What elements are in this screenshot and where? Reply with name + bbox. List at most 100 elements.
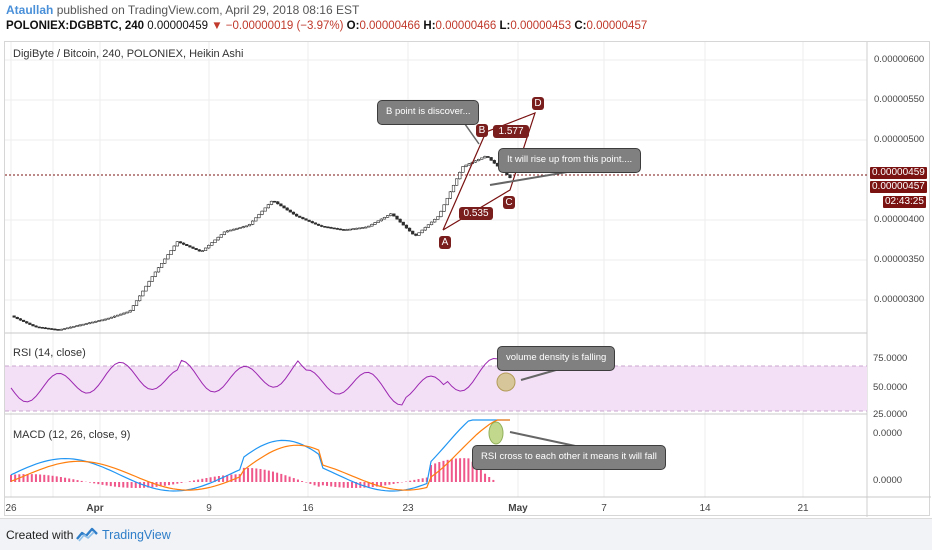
candle-body <box>200 250 205 252</box>
candle-body <box>429 221 434 226</box>
candle-body <box>144 285 148 292</box>
histogram-bar <box>76 480 79 482</box>
point-a-label: A <box>439 236 451 249</box>
candle-body <box>75 325 79 327</box>
candle-body <box>260 210 264 215</box>
candle-body <box>294 213 299 217</box>
tradingview-logo-icon[interactable] <box>76 527 98 543</box>
candle-body <box>266 204 270 209</box>
histogram-bar <box>396 482 399 484</box>
candle-body <box>420 229 424 234</box>
rsi-callout-pointer <box>509 431 581 448</box>
rise-callout[interactable]: It will rise up from this point.... <box>498 148 642 173</box>
candle-body <box>464 164 468 167</box>
macd-histogram <box>10 458 495 488</box>
candle-body <box>229 229 233 232</box>
high-label: H: <box>423 20 436 32</box>
histogram-bar <box>438 462 441 482</box>
candle-body <box>251 220 255 225</box>
histogram-bar <box>309 482 312 484</box>
histogram-bar <box>26 474 29 482</box>
candle-body <box>480 157 484 160</box>
candle-body <box>269 200 274 205</box>
candle-body <box>12 315 16 318</box>
candle-body <box>188 245 192 248</box>
histogram-bar <box>109 482 112 487</box>
candle-body <box>18 318 23 321</box>
rsi-tick: 75.0000 <box>873 353 908 364</box>
candle-body <box>125 311 129 314</box>
candle-body <box>172 245 176 251</box>
candle-body <box>348 228 352 231</box>
candle-body <box>276 201 280 205</box>
histogram-bar <box>317 482 320 487</box>
histogram-bar <box>284 475 287 482</box>
histogram-bar <box>151 482 154 488</box>
footer: Created with TradingView <box>0 518 932 550</box>
candle-body <box>448 191 452 199</box>
candle-body <box>313 222 318 225</box>
created-with-text: Created with <box>6 528 74 542</box>
candle-body <box>94 321 98 323</box>
candle-body <box>439 210 443 217</box>
histogram-bar <box>475 466 478 482</box>
candle-body <box>357 227 361 230</box>
histogram-bar <box>89 482 92 483</box>
candle-body <box>65 327 70 330</box>
histogram-bar <box>367 482 370 488</box>
candle-body <box>489 157 493 161</box>
histogram-bar <box>113 482 116 487</box>
candle-body <box>404 224 409 229</box>
low-value: 0.00000453 <box>510 20 572 32</box>
current-price-tag: 0.00000459 <box>870 167 927 179</box>
histogram-bar <box>392 482 395 484</box>
candle-body <box>354 228 358 230</box>
candle-body <box>90 321 95 324</box>
candle-body <box>382 217 387 220</box>
point-d-label: D <box>532 97 544 110</box>
candle-body <box>197 249 201 252</box>
author-link[interactable]: Ataullah <box>6 3 54 17</box>
candle-body <box>247 224 252 227</box>
histogram-bar <box>492 479 495 482</box>
down-arrow-icon: ▼ <box>211 20 223 32</box>
candle-body <box>285 207 289 211</box>
histogram-bar <box>313 482 316 486</box>
chart-canvas[interactable] <box>5 42 931 517</box>
open-value: 0.00000466 <box>359 20 421 32</box>
candle-body <box>210 242 214 246</box>
candle-body <box>25 321 29 324</box>
close-label: C: <box>574 20 587 32</box>
candle-body <box>194 248 198 251</box>
histogram-bar <box>242 467 245 482</box>
candle-body <box>304 218 308 221</box>
histogram-bar <box>34 474 37 482</box>
b-point-callout[interactable]: B point is discover... <box>377 100 480 125</box>
volume-callout[interactable]: volume density is falling <box>497 346 616 371</box>
candle-body <box>106 317 110 320</box>
histogram-bar <box>326 482 329 486</box>
candle-body <box>69 326 73 329</box>
tradingview-brand[interactable]: TradingView <box>102 528 171 542</box>
candle-body <box>43 327 48 330</box>
candle-body <box>445 197 449 206</box>
histogram-bar <box>126 482 129 488</box>
candle-body <box>254 217 258 222</box>
symbol-interval: POLONIEX:DGBBTC, 240 <box>6 20 145 32</box>
histogram-bar <box>201 478 204 482</box>
histogram-bar <box>80 480 83 482</box>
rsi-cross-callout[interactable]: RSI cross to each other it means it will… <box>472 445 666 470</box>
histogram-bar <box>251 468 254 482</box>
candle-body <box>257 214 261 219</box>
histogram-bar <box>488 477 491 482</box>
macd-tick: 0.0000 <box>873 475 903 486</box>
candle-body <box>320 225 324 227</box>
histogram-bar <box>51 475 54 482</box>
histogram-bar <box>338 482 341 488</box>
point-c-label: C <box>503 196 515 209</box>
candle-body <box>423 227 427 231</box>
candle-body <box>433 219 437 223</box>
histogram-bar <box>421 478 424 482</box>
chart-frame[interactable]: DigiByte / Bitcoin, 240, POLONIEX, Heiki… <box>4 41 931 517</box>
histogram-bar <box>22 474 25 482</box>
